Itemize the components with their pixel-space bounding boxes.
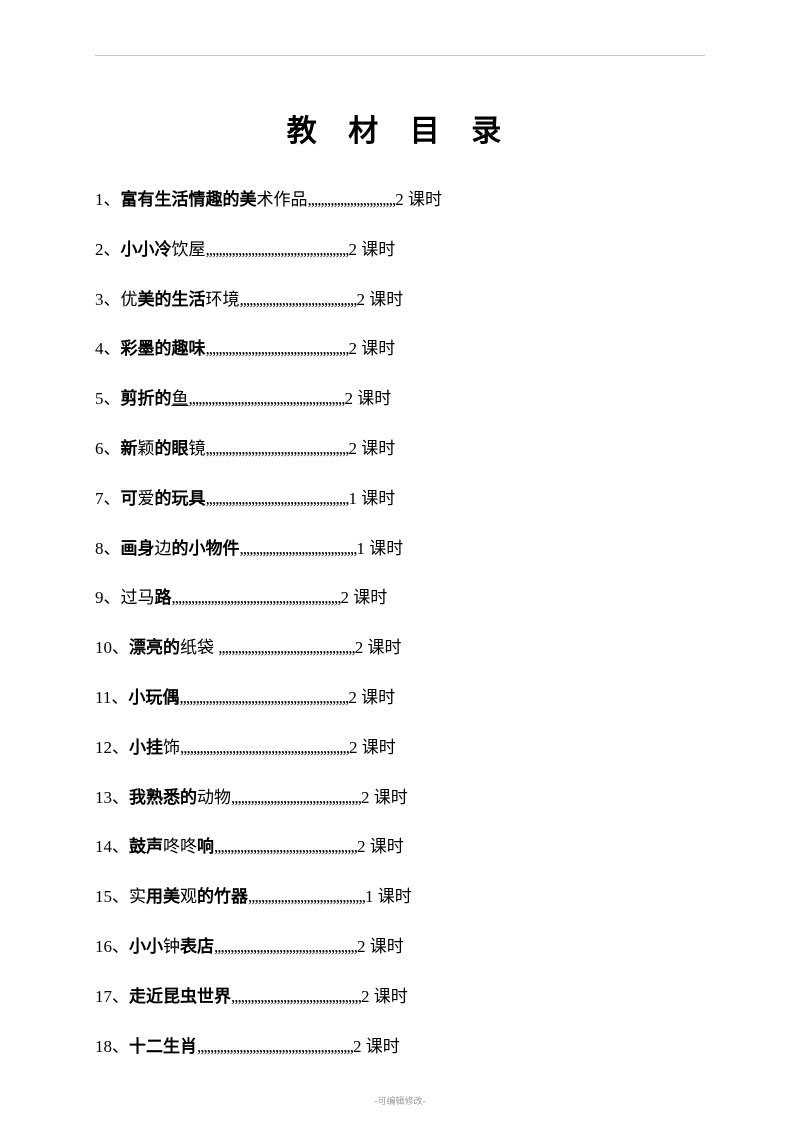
toc-leader: ,,,,,,,,,,,,,,,,,,,,,,,,,,,,,,,,,,,,,,,, <box>231 788 361 807</box>
toc-item: 14、鼓声咚咚响,,,,,,,,,,,,,,,,,,,,,,,,,,,,,,,,… <box>95 835 705 859</box>
toc-item-number: 9、 <box>95 588 121 607</box>
toc-item: 6、新颖的眼镜,,,,,,,,,,,,,,,,,,,,,,,,,,,,,,,,,… <box>95 437 705 461</box>
toc-item-name: 小小冷饮屋 <box>121 240 206 259</box>
toc-item: 5、剪折的鱼,,,,,,,,,,,,,,,,,,,,,,,,,,,,,,,,,,… <box>95 387 705 411</box>
toc-item-name: 剪折的鱼 <box>121 389 189 408</box>
toc-leader: ,,,,,,,,,,,,,,,,,,,,,,,,,,,,,,,,,,,,,,,,… <box>180 738 349 757</box>
toc-item-number: 1、 <box>95 190 121 209</box>
toc-item-number: 11、 <box>95 688 128 707</box>
toc-list: 1、富有生活情趣的美术作品,,,,,,,,,,,,,,,,,,,,,,,,,,,… <box>95 188 705 1058</box>
toc-item: 1、富有生活情趣的美术作品,,,,,,,,,,,,,,,,,,,,,,,,,,,… <box>95 188 705 212</box>
toc-item-name: 优美的生活环境 <box>121 290 240 309</box>
toc-item-hours: 2 课时 <box>357 937 404 956</box>
toc-item-hours: 2 课时 <box>361 788 408 807</box>
toc-item: 12、小挂饰,,,,,,,,,,,,,,,,,,,,,,,,,,,,,,,,,,… <box>95 736 705 760</box>
toc-item: 15、实用美观的竹器,,,,,,,,,,,,,,,,,,,,,,,,,,,,,,… <box>95 885 705 909</box>
toc-leader: ,,,,,,,,,,,,,,,,,,,,,,,,,,,,,,,,,,,, <box>248 887 365 906</box>
toc-item-number: 4、 <box>95 339 121 358</box>
toc-item: 4、彩墨的趣味,,,,,,,,,,,,,,,,,,,,,,,,,,,,,,,,,… <box>95 337 705 361</box>
toc-item-hours: 1 课时 <box>365 887 412 906</box>
toc-item-hours: 2 课时 <box>349 240 396 259</box>
toc-item-name: 小玩偶 <box>128 688 179 707</box>
toc-item: 7、可爱的玩具,,,,,,,,,,,,,,,,,,,,,,,,,,,,,,,,,… <box>95 487 705 511</box>
toc-item-number: 17、 <box>95 987 129 1006</box>
toc-item-name: 画身边的小物件 <box>121 539 240 558</box>
toc-leader: ,,,,,,,,,,,,,,,,,,,,,,,,,,,,,,,,,,,,,,,,… <box>206 439 349 458</box>
toc-item-name: 走近昆虫世界 <box>129 987 231 1006</box>
toc-item-hours: 2 课时 <box>395 190 442 209</box>
toc-item-hours: 2 课时 <box>357 290 404 309</box>
toc-item-number: 16、 <box>95 937 129 956</box>
toc-item-hours: 2 课时 <box>349 339 396 358</box>
toc-item-hours: 1 课时 <box>349 489 396 508</box>
toc-item-name: 新颖的眼镜 <box>121 439 206 458</box>
toc-leader: ,,,,,,,,,,,,,,,,,,,,,,,,,,,,,,,,,,,,,,,,… <box>214 837 357 856</box>
toc-leader: ,,,,,,,,,,,,,,,,,,,,,,,,,,,,,,,,,,,,,,,,… <box>218 638 355 657</box>
toc-leader: ,,,,,,,,,,,,,,,,,,,,,,,,,,,,,,,,,,,,,,,,… <box>206 240 349 259</box>
toc-leader: ,,,,,,,,,,,,,,,,,,,,,,,,,,,,,,,,,,,,,,,, <box>231 987 361 1006</box>
toc-item-number: 18、 <box>95 1037 129 1056</box>
toc-item-name: 小小钟表店 <box>129 937 214 956</box>
toc-item-hours: 2 课时 <box>349 439 396 458</box>
toc-item-number: 13、 <box>95 788 129 807</box>
toc-leader: ,,,,,,,,,,,,,,,,,,,,,,,,,,,,,,,,,,,, <box>240 290 357 309</box>
page-footer: -可编辑修改- <box>0 1094 800 1107</box>
toc-item-name: 漂亮的纸袋 <box>129 638 218 657</box>
toc-item: 3、优美的生活环境,,,,,,,,,,,,,,,,,,,,,,,,,,,,,,,… <box>95 288 705 312</box>
toc-item-hours: 2 课时 <box>349 738 396 757</box>
toc-item-number: 3、 <box>95 290 121 309</box>
toc-item: 8、画身边的小物件,,,,,,,,,,,,,,,,,,,,,,,,,,,,,,,… <box>95 537 705 561</box>
toc-item-number: 2、 <box>95 240 121 259</box>
toc-item-name: 小挂饰 <box>129 738 180 757</box>
toc-item-number: 6、 <box>95 439 121 458</box>
toc-item-name: 彩墨的趣味 <box>121 339 206 358</box>
toc-item: 11、小玩偶,,,,,,,,,,,,,,,,,,,,,,,,,,,,,,,,,,… <box>95 686 705 710</box>
toc-item-name: 可爱的玩具 <box>121 489 206 508</box>
toc-leader: ,,,,,,,,,,,,,,,,,,,,,,,,,,,,,,,,,,,,,,,,… <box>206 339 349 358</box>
toc-item-hours: 2 课时 <box>361 987 408 1006</box>
toc-item-number: 10、 <box>95 638 129 657</box>
toc-leader: ,,,,,,,,,,,,,,,,,,,,,,,,,,,,,,,,,,,,,,,,… <box>179 688 348 707</box>
toc-item: 2、小小冷饮屋,,,,,,,,,,,,,,,,,,,,,,,,,,,,,,,,,… <box>95 238 705 262</box>
page-title: 教 材 目 录 <box>95 106 705 150</box>
toc-item-name: 富有生活情趣的美术作品 <box>121 190 308 209</box>
toc-item-name: 十二生肖 <box>129 1037 197 1056</box>
toc-item-number: 15、 <box>95 887 129 906</box>
toc-leader: ,,,,,,,,,,,,,,,,,,,,,,,,,,,,,,,,,,,,,,,,… <box>206 489 349 508</box>
toc-item: 18、十二生肖,,,,,,,,,,,,,,,,,,,,,,,,,,,,,,,,,… <box>95 1035 705 1059</box>
toc-item-name: 我熟悉的动物 <box>129 788 231 807</box>
toc-leader: ,,,,,,,,,,,,,,,,,,,,,,,,,,, <box>308 190 396 209</box>
toc-leader: ,,,,,,,,,,,,,,,,,,,,,,,,,,,,,,,,,,,,,,,,… <box>197 1037 353 1056</box>
toc-item-hours: 2 课时 <box>353 1037 400 1056</box>
toc-leader: ,,,,,,,,,,,,,,,,,,,,,,,,,,,,,,,,,,,,,,,,… <box>214 937 357 956</box>
toc-leader: ,,,,,,,,,,,,,,,,,,,,,,,,,,,,,,,,,,,,,,,,… <box>172 588 341 607</box>
toc-item-name: 实用美观的竹器 <box>129 887 248 906</box>
toc-item-hours: 2 课时 <box>341 588 388 607</box>
toc-item-hours: 1 课时 <box>357 539 404 558</box>
toc-item-name: 过马路 <box>121 588 172 607</box>
toc-item-number: 8、 <box>95 539 121 558</box>
toc-item-number: 7、 <box>95 489 121 508</box>
toc-item-number: 12、 <box>95 738 129 757</box>
toc-item-name: 鼓声咚咚响 <box>129 837 214 856</box>
toc-item: 9、过马路,,,,,,,,,,,,,,,,,,,,,,,,,,,,,,,,,,,… <box>95 586 705 610</box>
toc-leader: ,,,,,,,,,,,,,,,,,,,,,,,,,,,,,,,,,,,,,,,,… <box>189 389 345 408</box>
toc-item-number: 5、 <box>95 389 121 408</box>
document-page: 教 材 目 录 1、富有生活情趣的美术作品,,,,,,,,,,,,,,,,,,,… <box>0 0 800 1058</box>
toc-item-number: 14、 <box>95 837 129 856</box>
toc-item-hours: 2 课时 <box>345 389 392 408</box>
toc-item-hours: 2 课时 <box>348 688 395 707</box>
top-divider <box>95 55 705 56</box>
toc-leader: ,,,,,,,,,,,,,,,,,,,,,,,,,,,,,,,,,,,, <box>240 539 357 558</box>
toc-item: 13、我熟悉的动物,,,,,,,,,,,,,,,,,,,,,,,,,,,,,,,… <box>95 786 705 810</box>
toc-item: 10、漂亮的纸袋 ,,,,,,,,,,,,,,,,,,,,,,,,,,,,,,,… <box>95 636 705 660</box>
toc-item: 17、走近昆虫世界,,,,,,,,,,,,,,,,,,,,,,,,,,,,,,,… <box>95 985 705 1009</box>
toc-item: 16、小小钟表店,,,,,,,,,,,,,,,,,,,,,,,,,,,,,,,,… <box>95 935 705 959</box>
toc-item-hours: 2 课时 <box>355 638 402 657</box>
toc-item-hours: 2 课时 <box>357 837 404 856</box>
